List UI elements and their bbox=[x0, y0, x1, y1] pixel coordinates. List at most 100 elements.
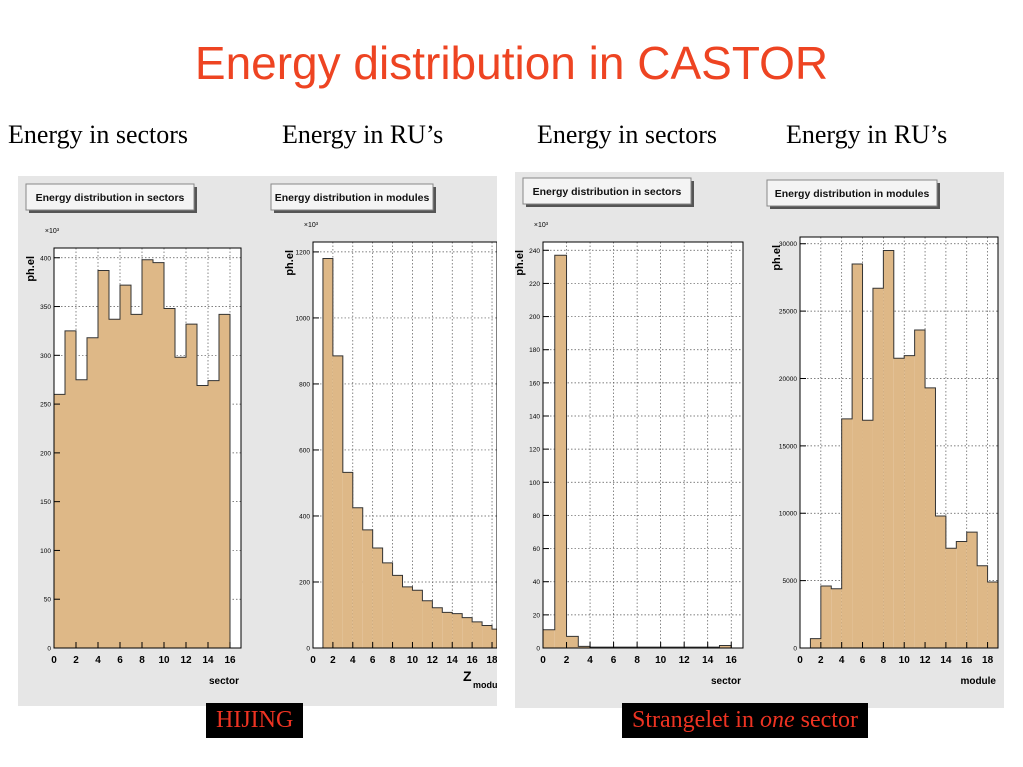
histogram-outline bbox=[322, 258, 497, 648]
y-tick-label: 200 bbox=[529, 314, 540, 321]
histogram-bar bbox=[87, 337, 98, 648]
chart-title: Energy distribution in modules bbox=[775, 188, 930, 200]
hijing-sectors-chart: Energy distribution in sectors 0 2 4 6 8 10 12 1… bbox=[25, 183, 242, 687]
x-tick-label: 4 bbox=[350, 655, 356, 666]
histogram-bar bbox=[109, 319, 120, 648]
x-tick-label: 2 bbox=[564, 655, 570, 666]
histogram-bar bbox=[342, 472, 353, 648]
y-tick-label: 5000 bbox=[783, 578, 798, 585]
y-axis-label: ph.el bbox=[284, 250, 296, 276]
histogram-bar bbox=[578, 646, 591, 648]
x-tick-label: 14 bbox=[447, 655, 459, 666]
caption-strangelet: Strangelet in one sector bbox=[622, 703, 868, 738]
histogram-bar bbox=[131, 314, 142, 648]
x-axis-label: module bbox=[960, 676, 996, 687]
plot-border bbox=[53, 247, 242, 649]
y-tick-label: 0 bbox=[793, 646, 797, 653]
y-tick-label: 150 bbox=[40, 499, 51, 506]
y-tick-label: 200 bbox=[40, 450, 51, 457]
y-tick-label: 40 bbox=[533, 579, 541, 586]
y-tick-label: 400 bbox=[299, 513, 310, 520]
histogram-bar bbox=[492, 629, 497, 648]
histogram-bar bbox=[841, 418, 853, 648]
x-tick-label: 18 bbox=[982, 655, 994, 666]
x-tick-label: 2 bbox=[73, 655, 79, 666]
y-axis-label: ph.el bbox=[771, 245, 783, 271]
caption-strangelet-em: one bbox=[759, 707, 795, 733]
histogram-bar bbox=[442, 612, 453, 648]
label-strangelet-sectors: Energy in sectors bbox=[537, 120, 718, 149]
x-tick-label: 8 bbox=[881, 655, 887, 666]
x-tick-label: 6 bbox=[611, 655, 617, 666]
histogram-bar bbox=[322, 258, 333, 648]
x-tick-label: 6 bbox=[370, 655, 376, 666]
histogram-bar bbox=[175, 357, 186, 648]
histogram-bar bbox=[852, 263, 863, 648]
histogram-bar bbox=[956, 541, 967, 648]
chart-title: Energy distribution in sectors bbox=[36, 192, 185, 204]
histogram-bar bbox=[352, 507, 363, 648]
y-tick-label: 0 bbox=[536, 646, 540, 653]
label-hijing-sectors: Energy in sectors bbox=[8, 120, 189, 149]
x-tick-label: 8 bbox=[634, 655, 640, 666]
y-tick-label: 800 bbox=[299, 381, 310, 388]
x-tick-label: 8 bbox=[390, 655, 396, 666]
caption-hijing: HIJING bbox=[206, 703, 304, 738]
histogram-bar bbox=[197, 385, 208, 648]
histogram-bar bbox=[412, 590, 423, 648]
x-tick-label: 14 bbox=[702, 655, 714, 666]
title-box bbox=[270, 183, 434, 211]
x-tick-label: 2 bbox=[330, 655, 336, 666]
title-box bbox=[522, 177, 692, 205]
y-tick-label: 100 bbox=[529, 480, 540, 487]
x-tick-label: 12 bbox=[180, 655, 192, 666]
histogram-bar bbox=[566, 636, 579, 648]
x-tick-label: 6 bbox=[117, 655, 123, 666]
histogram-bar bbox=[452, 613, 463, 648]
caption-hijing-text: HIJING bbox=[216, 707, 294, 733]
histogram-bar bbox=[862, 420, 873, 648]
x-tick-label: 18 bbox=[486, 655, 497, 666]
y-tick-label: 180 bbox=[529, 347, 540, 354]
x-tick-label: 14 bbox=[940, 655, 952, 666]
x-axis-label: Z bbox=[463, 668, 472, 684]
histogram-bar bbox=[977, 565, 988, 648]
x-tick-label: 0 bbox=[310, 655, 316, 666]
histogram-bar bbox=[208, 380, 219, 648]
label-strangelet-rus: Energy in RU’s bbox=[786, 120, 948, 149]
title-box bbox=[766, 179, 938, 207]
histogram-bar bbox=[65, 330, 76, 648]
strangelet-sectors-chart: Energy distribution in sectors 0 2 4 6 8 10 12 1… bbox=[515, 177, 744, 687]
histogram-bar bbox=[186, 324, 197, 648]
y-tick-label: 200 bbox=[299, 579, 310, 586]
histogram-bar bbox=[482, 625, 493, 648]
caption-strangelet-pre: Strangelet in bbox=[632, 707, 760, 733]
histogram-bar bbox=[543, 629, 555, 648]
histogram-bar bbox=[372, 547, 383, 648]
histogram-bar bbox=[153, 262, 164, 648]
y-tick-label: 20 bbox=[533, 612, 541, 619]
histogram-bar bbox=[76, 379, 87, 648]
y-tick-label: 1000 bbox=[296, 315, 311, 322]
y-tick-label: 240 bbox=[529, 248, 540, 255]
chart-title: Energy distribution in sectors bbox=[533, 186, 682, 198]
strangelet-modules-chart: Energy distribution in modules 0 2 4 6 8 10 12 1… bbox=[766, 179, 999, 687]
histogram-bar bbox=[142, 259, 153, 648]
histogram-bar bbox=[98, 270, 109, 648]
histogram-bar bbox=[883, 250, 894, 648]
histogram-bar bbox=[914, 329, 926, 648]
strangelet-plot-panel: Energy distribution in sectors 0 2 4 6 8 10 12 1… bbox=[515, 172, 1004, 708]
x-tick-label: 2 bbox=[818, 655, 824, 666]
y-multiplier: ×10³ bbox=[304, 222, 319, 229]
x-axis-label: sector bbox=[711, 676, 741, 687]
histogram-bar bbox=[164, 308, 175, 648]
histogram-bar bbox=[820, 586, 832, 648]
x-tick-label: 10 bbox=[407, 655, 419, 666]
y-axis-label: ph.el bbox=[25, 256, 37, 282]
histogram-bar bbox=[554, 255, 567, 648]
y-tick-label: 600 bbox=[299, 447, 310, 454]
y-tick-label: 350 bbox=[40, 304, 51, 311]
histogram-bar bbox=[54, 394, 65, 648]
histogram-bar bbox=[432, 607, 443, 648]
y-tick-label: 1200 bbox=[296, 249, 311, 256]
